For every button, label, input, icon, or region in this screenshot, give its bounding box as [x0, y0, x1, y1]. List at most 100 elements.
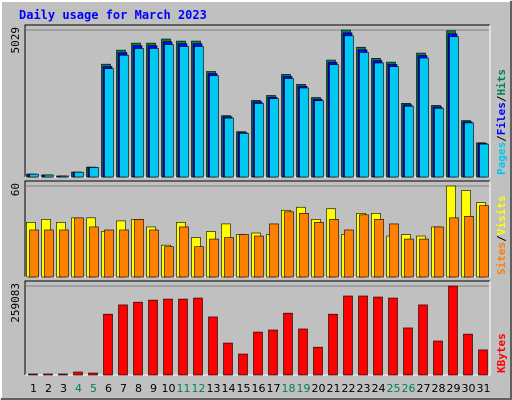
y-tick-label: 5029	[9, 27, 22, 54]
legend: KBytes	[495, 333, 508, 373]
x-tick-label: 27	[417, 382, 431, 395]
bar	[478, 349, 488, 376]
bar	[29, 229, 39, 278]
bar	[344, 229, 354, 278]
bar	[314, 100, 324, 178]
bar	[193, 297, 203, 376]
bar	[374, 62, 384, 178]
bar	[404, 105, 414, 178]
bar	[343, 295, 353, 376]
x-tick-label: 8	[135, 382, 142, 395]
legend-separator: /	[495, 235, 508, 242]
bar	[179, 226, 189, 278]
x-tick-label: 31	[477, 382, 491, 395]
bar	[133, 301, 143, 376]
panel-edge-dark	[24, 280, 490, 375]
bar	[103, 313, 113, 376]
bar	[359, 52, 369, 178]
x-tick-label: 9	[150, 382, 157, 395]
x-tick-label: 26	[402, 382, 416, 395]
bar	[418, 304, 428, 376]
bar	[88, 372, 98, 376]
bar	[389, 223, 399, 278]
chart-title: Daily usage for March 2023	[19, 8, 207, 22]
bar	[329, 64, 339, 178]
bar	[89, 167, 99, 178]
bar	[223, 342, 233, 376]
bar	[464, 122, 474, 178]
x-tick-label: 5	[90, 382, 97, 395]
legend-entry: Files	[495, 102, 508, 135]
x-tick-label: 19	[297, 382, 311, 395]
bar	[283, 312, 293, 376]
bar	[299, 213, 309, 278]
bar	[433, 340, 443, 376]
bar	[209, 75, 219, 178]
bar	[268, 329, 278, 376]
legend-entry: KBytes	[495, 333, 508, 373]
x-tick-label: 4	[75, 382, 82, 395]
bar	[479, 205, 489, 278]
bar	[149, 229, 159, 278]
bar	[434, 226, 444, 278]
bar	[28, 373, 38, 376]
bar	[44, 229, 54, 278]
legend-entry: Hits	[495, 69, 508, 96]
bar	[163, 298, 173, 376]
panel-edge-dark	[24, 180, 490, 277]
bar	[359, 214, 369, 278]
bar	[254, 103, 264, 178]
bar	[314, 222, 324, 278]
x-tick-label: 1	[30, 382, 37, 395]
bar	[269, 98, 279, 178]
x-tick-label: 17	[267, 382, 281, 395]
bar	[284, 211, 294, 278]
bar	[313, 346, 323, 376]
bar	[74, 171, 84, 178]
bar	[448, 285, 458, 376]
bar	[164, 44, 174, 178]
bar	[419, 57, 429, 178]
bar	[58, 373, 68, 376]
bar	[328, 313, 338, 376]
legend-separator: /	[495, 95, 508, 102]
bar	[59, 175, 69, 178]
x-tick-label: 16	[252, 382, 266, 395]
bar	[284, 78, 294, 178]
bar	[253, 331, 263, 376]
bar	[148, 299, 158, 376]
bar	[59, 229, 69, 278]
bar	[194, 46, 204, 178]
bar	[224, 237, 234, 278]
bar	[194, 246, 204, 278]
panel-edge-dark	[24, 24, 490, 177]
bar	[358, 295, 368, 376]
legend-entry: Pages	[495, 142, 508, 175]
bar	[43, 373, 53, 376]
bar	[254, 235, 264, 278]
bar	[404, 238, 414, 278]
bar	[179, 46, 189, 178]
x-tick-label: 20	[312, 382, 326, 395]
x-tick-label: 3	[60, 382, 67, 395]
bar	[104, 68, 114, 178]
bar	[209, 238, 219, 278]
bar	[464, 216, 474, 278]
bar	[89, 226, 99, 278]
bar	[29, 173, 39, 178]
bar	[73, 371, 83, 376]
x-tick-label: 7	[120, 382, 127, 395]
bar	[269, 223, 279, 278]
bar	[479, 143, 489, 178]
bar	[134, 48, 144, 178]
bar	[104, 229, 114, 278]
x-tick-label: 30	[462, 382, 476, 395]
bar	[164, 246, 174, 278]
bar	[449, 36, 459, 178]
bar	[344, 35, 354, 178]
bar	[374, 219, 384, 278]
bar	[419, 238, 429, 278]
